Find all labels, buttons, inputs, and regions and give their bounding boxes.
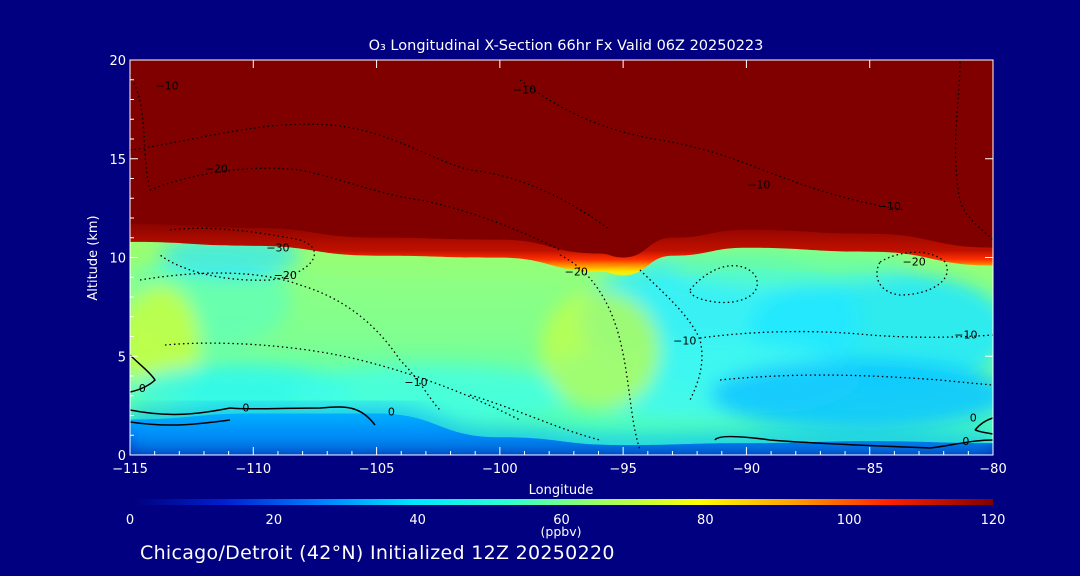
- contour-label: −10: [155, 80, 178, 93]
- contour-label: 0: [139, 382, 146, 395]
- contour-label: −30: [266, 242, 289, 255]
- contour-label: 0: [962, 435, 969, 448]
- contour-label: −20: [205, 163, 228, 176]
- contour-dotted: [719, 374, 993, 386]
- boundary-layer-transition: [130, 403, 993, 455]
- y-tick-label: 20: [109, 54, 126, 69]
- y-axis: 0 5 10 15 20: [109, 54, 993, 464]
- colorbar-tick-label: 40: [409, 513, 426, 528]
- contour-label: −10: [513, 84, 536, 97]
- contour-label: −10: [404, 376, 427, 389]
- x-tick-label: −100: [482, 462, 518, 477]
- contour-dotted: [139, 272, 441, 411]
- y-tick-label: 5: [118, 350, 126, 365]
- x-tick-label: −90: [733, 462, 760, 477]
- contour-label: −10: [673, 334, 696, 347]
- field-blobs: [130, 233, 993, 430]
- contour-dotted: [164, 342, 521, 421]
- colorbar-tick-label: 100: [837, 513, 862, 528]
- contour-solid: [130, 354, 156, 393]
- colorbar-tick-label: 120: [981, 513, 1006, 528]
- contour-label: −20: [902, 255, 925, 268]
- colorbar-label: (ppbv): [541, 524, 582, 539]
- contour-label: 0: [970, 411, 977, 424]
- ozone-field: [130, 60, 993, 455]
- contour-dotted: [689, 265, 758, 304]
- chart-title: O₃ Longitudinal X-Section 66hr Fx Valid …: [369, 38, 764, 54]
- stratosphere-core: [130, 60, 993, 258]
- contour-solid: [130, 406, 376, 426]
- x-tick-label: −115: [112, 462, 148, 477]
- colorbar: [130, 499, 993, 505]
- contour-dotted: [159, 227, 315, 281]
- colorbar-tick-label: 0: [126, 513, 134, 528]
- contour-dotted: [130, 74, 151, 191]
- contour-label: −10: [747, 178, 770, 191]
- contour-label: 0: [388, 406, 395, 419]
- contour-label: −10: [954, 328, 977, 341]
- contour-dotted: [954, 61, 993, 241]
- x-tick-label: −110: [235, 462, 271, 477]
- x-tick-label: −95: [609, 462, 636, 477]
- contour-dotted: [876, 251, 948, 296]
- x-tick-label: −85: [856, 462, 883, 477]
- contour-dotted: [519, 79, 906, 211]
- x-axis-label: Longitude: [529, 483, 594, 498]
- colorbar-tick-label: 20: [266, 513, 283, 528]
- y-axis-label: Altitude (km): [86, 215, 101, 300]
- contour-label: −20: [565, 265, 588, 278]
- contour-solid: [130, 419, 231, 426]
- colorbar-ticks: 0 20 40 60 80 100 120: [126, 513, 1006, 528]
- contour-label: −10: [878, 200, 901, 213]
- contour-label: 0: [242, 402, 249, 415]
- x-tick-label: −105: [359, 462, 395, 477]
- contour-dotted: [469, 394, 601, 441]
- contour-solid: [974, 429, 993, 435]
- contour-solid: [974, 417, 993, 431]
- y-tick-label: 0: [118, 449, 126, 464]
- x-axis: −115 −110 −105 −100 −95 −90 −85 −80: [112, 60, 1007, 477]
- x-tick-label: −80: [979, 462, 1006, 477]
- y-tick-label: 10: [109, 252, 126, 267]
- contour-label: −20: [274, 269, 297, 282]
- y-tick-label: 15: [109, 153, 126, 168]
- contour-solid: [714, 435, 993, 449]
- colorbar-tick-label: 60: [553, 513, 570, 528]
- colorbar-tick-label: 80: [697, 513, 714, 528]
- run-info-subtitle: Chicago/Detroit (42°N) Initialized 12Z 2…: [140, 542, 615, 564]
- contour-dotted: [130, 123, 611, 231]
- contour-lines: [130, 61, 993, 451]
